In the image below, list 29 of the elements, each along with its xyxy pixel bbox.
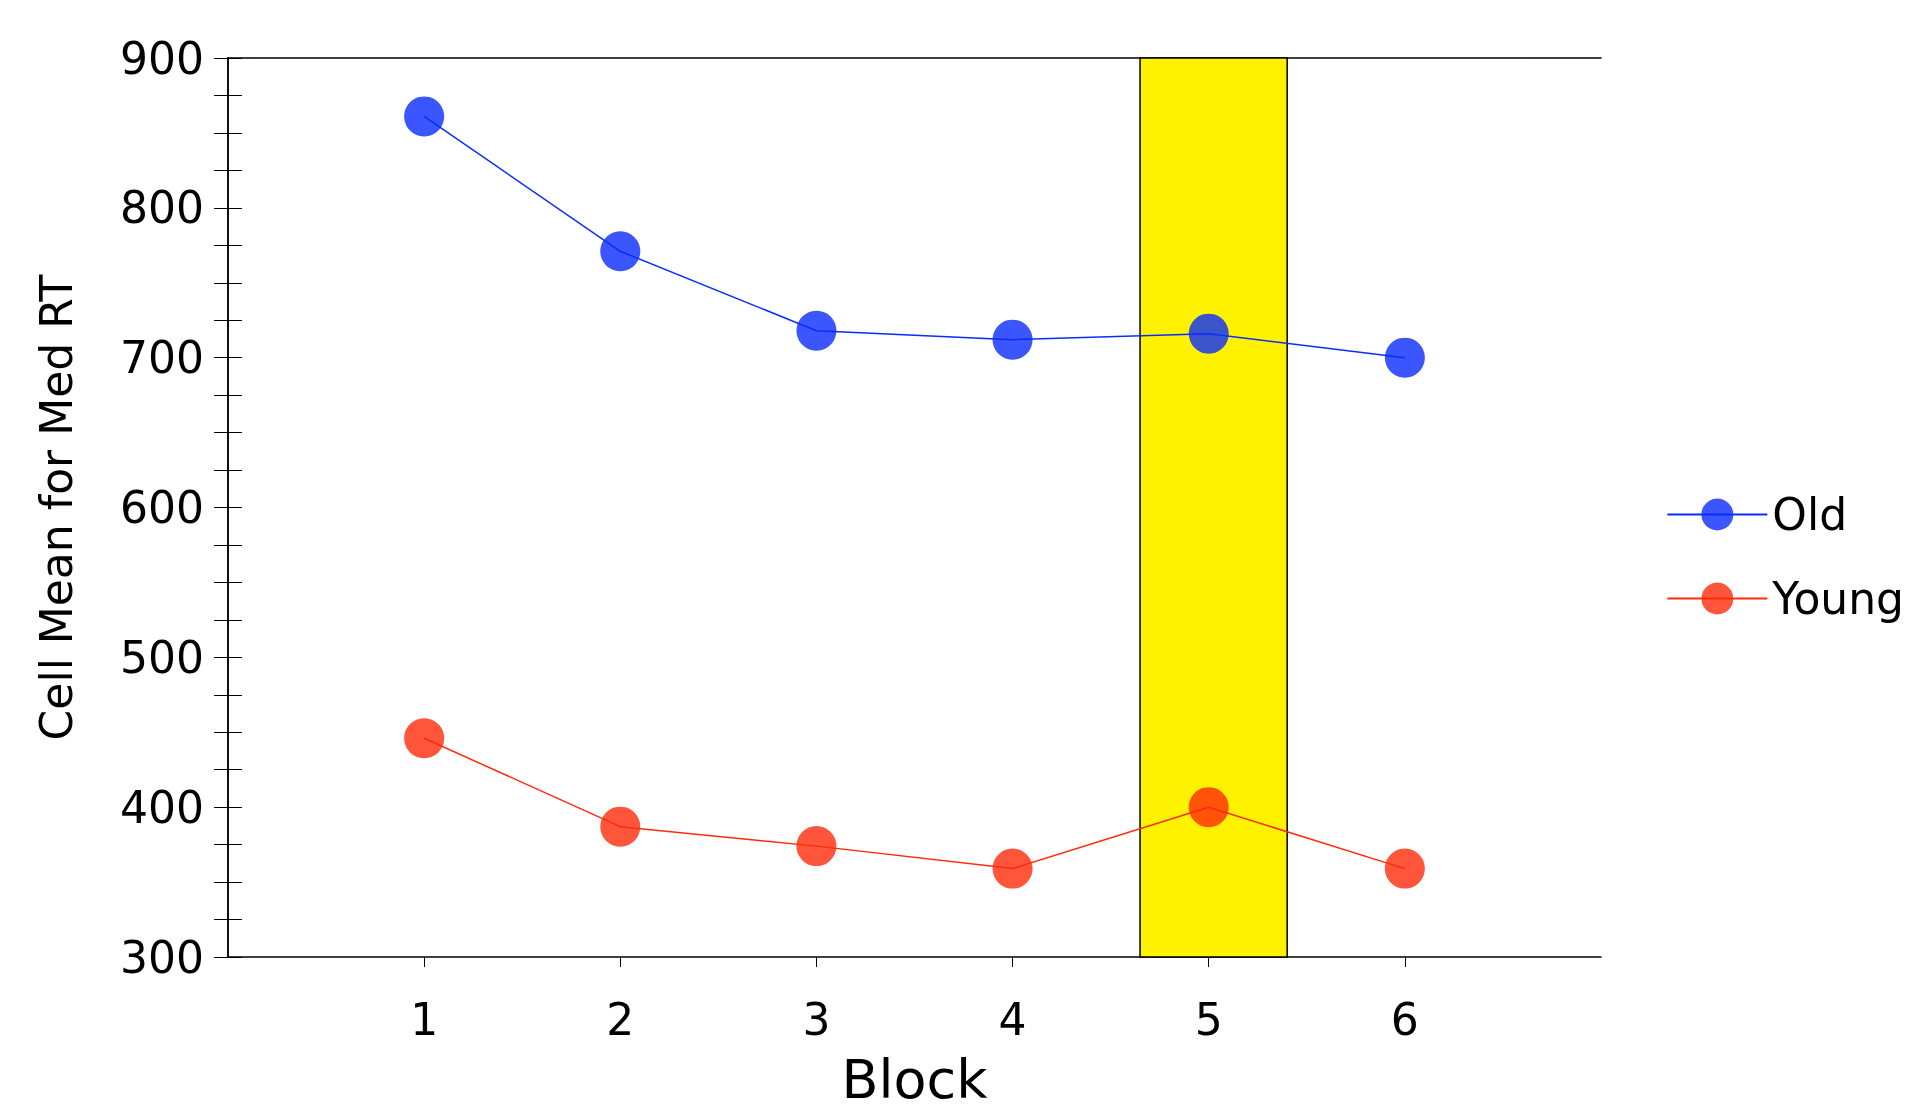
point [992, 848, 1033, 889]
legend-label: Young [1771, 573, 1904, 624]
point [1188, 787, 1229, 828]
legend-label: Old [1772, 489, 1848, 540]
y-tick-label: 800 [120, 182, 204, 234]
y-tick-label: 900 [120, 32, 204, 84]
x-tick-label: 3 [802, 993, 831, 1045]
y-tick-label: 700 [120, 332, 204, 384]
point [1384, 848, 1425, 889]
y-tick-label: 400 [120, 781, 204, 833]
point [600, 231, 641, 272]
x-tick-label: 5 [1194, 993, 1223, 1045]
x-tick-label: 6 [1390, 993, 1419, 1045]
point [1188, 313, 1229, 354]
point [600, 806, 641, 847]
x-tick-label: 4 [998, 993, 1027, 1045]
point [796, 826, 837, 867]
point [404, 718, 445, 759]
y-tick-label: 600 [120, 482, 204, 533]
y-tick-label: 300 [120, 931, 204, 983]
y-axis-title: Cell Mean for Med RT [30, 274, 82, 741]
y-tick-label: 500 [120, 631, 204, 683]
x-tick-label: 1 [410, 993, 439, 1045]
point [1384, 337, 1425, 378]
point [796, 310, 837, 351]
x-axis-title: Block [841, 1047, 989, 1111]
point [404, 96, 445, 137]
x-tick-label: 2 [606, 993, 635, 1045]
point [992, 319, 1033, 360]
